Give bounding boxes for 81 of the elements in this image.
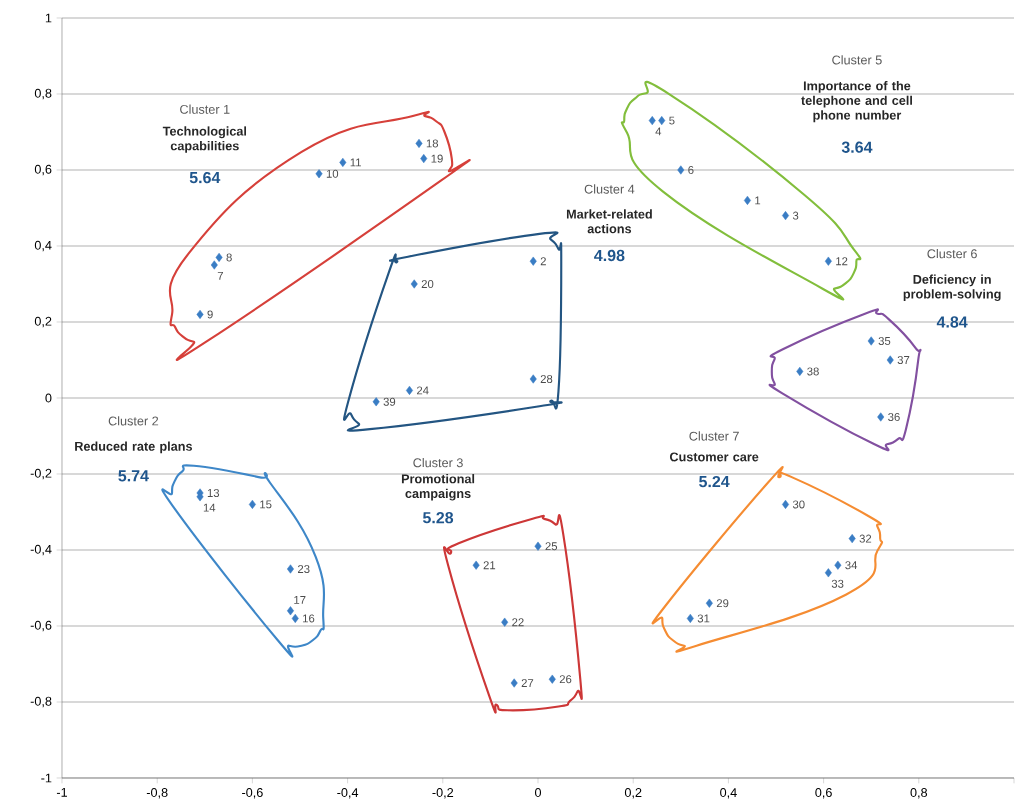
x-tick-label: -0,8 [146, 788, 168, 799]
annotation: Cluster 5 [832, 55, 882, 65]
annotation: 5.28 [422, 512, 454, 524]
x-tick-label: -0,2 [432, 788, 454, 799]
y-tick-label: 0,6 [34, 164, 52, 176]
annotation: 38 [807, 367, 819, 376]
annotation: 23 [297, 564, 310, 573]
annotation: 36 [888, 412, 900, 421]
annotation: 6 [688, 165, 694, 174]
y-tick-label: -0,8 [30, 696, 52, 708]
annotation: 16 [303, 614, 315, 623]
annotation: 29 [716, 599, 729, 608]
annotation: 19 [431, 154, 443, 163]
annotation: 33 [831, 579, 844, 588]
annotation: 9 [207, 310, 213, 319]
y-tick-label: -1 [41, 773, 52, 783]
annotation: 32 [859, 534, 872, 543]
annotation: Cluster 1 [180, 104, 230, 114]
annotation: 3 [792, 211, 799, 220]
annotation: 20 [421, 279, 434, 288]
annotation: 5.64 [189, 171, 221, 184]
annotation: 8 [226, 253, 232, 262]
annotation: 14 [203, 503, 216, 512]
annotation: 22 [512, 618, 524, 627]
x-tick-label: -0,6 [242, 788, 263, 799]
y-tick-label: -0,4 [30, 544, 52, 556]
annotation: 10 [326, 169, 339, 178]
y-tick-label: 0,8 [34, 88, 52, 100]
annotation: Market-related actions [566, 209, 652, 234]
annotation: 17 [294, 596, 306, 604]
annotation: Reduced rate plans [75, 441, 192, 454]
annotation: Cluster 3 [413, 457, 463, 468]
annotation: Cluster 4 [584, 184, 635, 194]
annotation: 2 [540, 257, 546, 266]
annotation: 15 [260, 500, 272, 509]
annotation: Technological capabilities [162, 126, 247, 153]
y-tick-label: 1 [45, 13, 52, 23]
y-tick-label: 0,4 [34, 240, 52, 252]
annotation: 4.84 [936, 316, 968, 328]
annotation: 5.24 [699, 475, 730, 488]
annotation: 30 [792, 500, 805, 509]
annotation: 5 [669, 116, 675, 125]
annotation: Importance of the telephone and cell phone number [801, 81, 912, 123]
x-tick-label: -1 [56, 788, 68, 797]
x-tick-label: 0,6 [815, 788, 832, 799]
annotation: 37 [897, 355, 910, 364]
annotation: 28 [540, 374, 553, 383]
x-tick-label: -0,4 [337, 788, 359, 799]
annotation: 1 [755, 196, 761, 205]
annotation: 39 [383, 397, 396, 406]
annotation: Cluster 7 [689, 431, 739, 441]
annotation: Cluster 6 [927, 248, 977, 259]
annotation: 31 [697, 614, 710, 623]
annotation: Cluster 2 [108, 416, 159, 426]
annotation: 35 [878, 336, 891, 345]
annotation: 7 [217, 271, 223, 280]
annotation: 3.64 [841, 141, 873, 153]
annotation: 12 [836, 257, 848, 266]
annotation: Customer care [669, 452, 759, 462]
annotation: 34 [845, 561, 858, 570]
annotation: Promotional campaigns [401, 474, 475, 501]
annotation: Deficiency in problem-solving [903, 274, 1001, 302]
annotation: 18 [426, 139, 439, 148]
x-tick-label: 0,4 [720, 788, 737, 799]
x-tick-label: 0 [534, 788, 542, 798]
annotation: 26 [559, 675, 572, 684]
annotation: 4 [655, 127, 662, 136]
annotation: 11 [350, 158, 361, 167]
y-tick-label: 0 [45, 393, 52, 403]
annotation: 13 [207, 489, 220, 497]
x-tick-label: 0,2 [624, 788, 642, 799]
annotation: 24 [416, 386, 429, 395]
y-tick-label: -0,6 [30, 620, 52, 632]
annotation: 27 [521, 679, 534, 687]
y-tick-label: 0,2 [34, 316, 52, 328]
annotation: 25 [545, 542, 558, 551]
y-tick-label: -0,2 [30, 468, 52, 480]
annotation: 5.74 [118, 470, 149, 482]
annotation: 4.98 [594, 249, 625, 262]
annotation: 21 [483, 561, 496, 570]
x-tick-label: 0,8 [910, 788, 928, 799]
